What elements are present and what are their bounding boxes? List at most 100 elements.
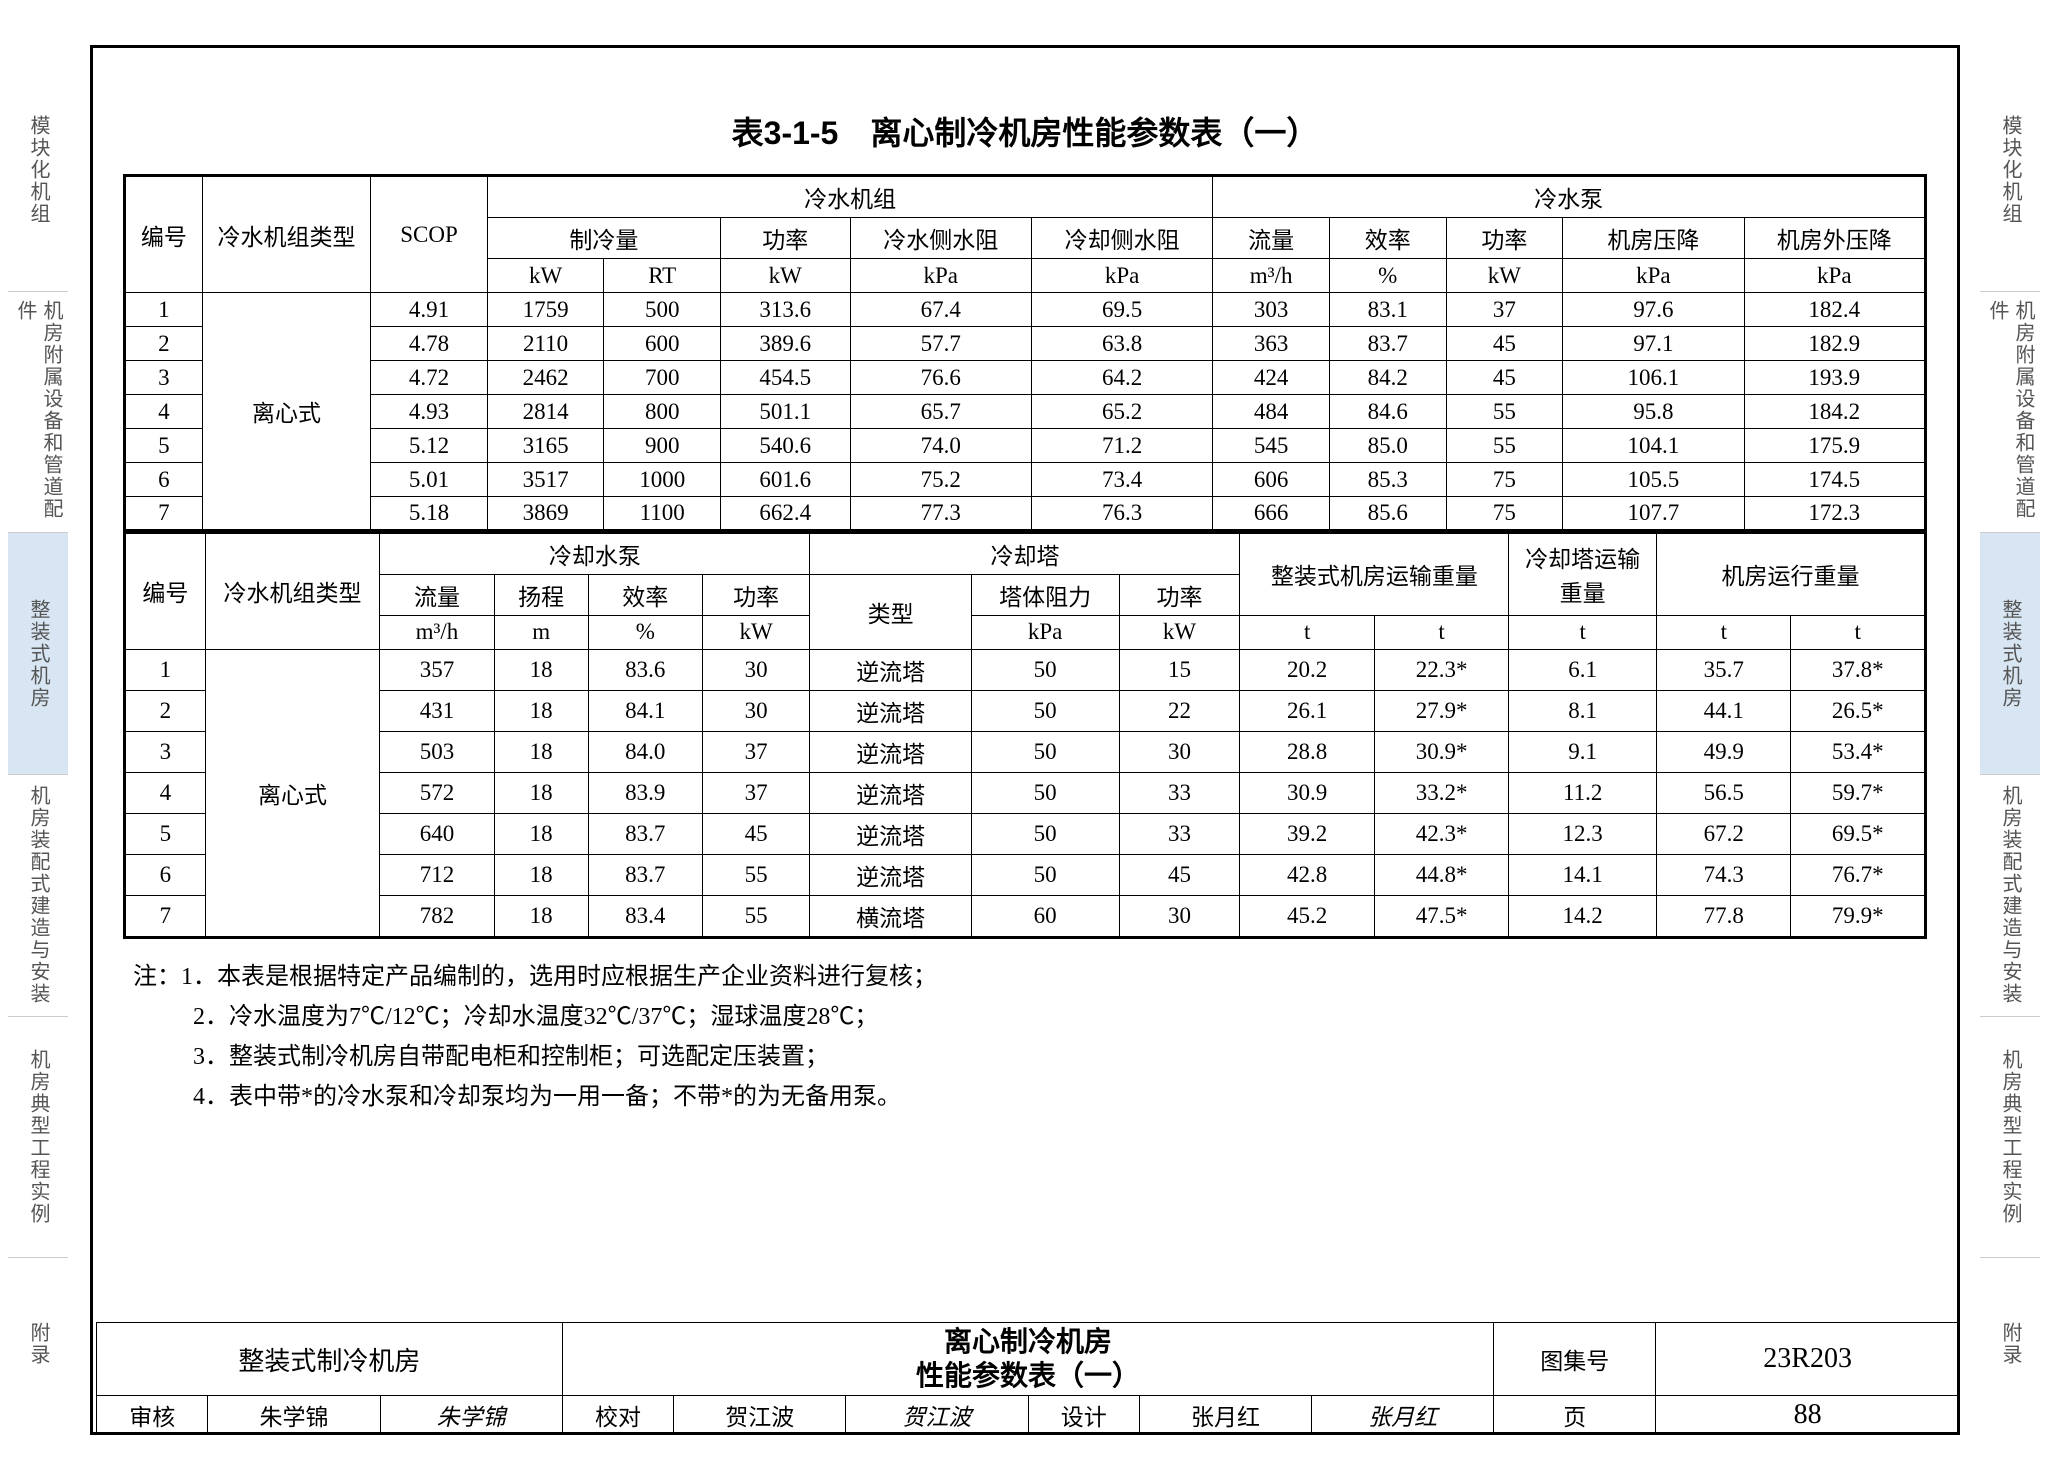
cell: 20.2 [1240,649,1374,690]
cell: 2 [125,327,203,361]
cell: 55 [702,854,810,895]
th-type: 冷水机组类型 [202,176,370,293]
cell: 53.4* [1791,731,1926,772]
u: kW [702,615,810,649]
cell: 18 [494,895,588,937]
cell: 76.6 [850,361,1031,395]
nav-item[interactable]: 机房装配式建造与安装 [1980,775,2040,1017]
cell: 572 [380,772,494,813]
cell: 30 [702,690,810,731]
th-group-trans: 整装式机房运输重量 [1240,532,1509,615]
cell: 50 [971,731,1119,772]
tb-atlas-label: 图集号 [1494,1323,1656,1396]
cell: 800 [604,395,721,429]
cell: 30 [1119,731,1240,772]
cell: 18 [494,690,588,731]
cell: 6 [125,854,206,895]
cell: 4.91 [371,293,488,327]
cell: 184.2 [1744,395,1925,429]
nav-item[interactable]: 模块化机组 [8,50,68,292]
cell: 700 [604,361,721,395]
nav-item[interactable]: 机房附属设备和管道配件 [1980,292,2040,534]
cell: 18 [494,854,588,895]
cell: 65.2 [1031,395,1212,429]
cell: 15 [1119,649,1240,690]
cell: 5.01 [371,463,488,497]
nav-item[interactable]: 整装式机房 [1980,533,2040,775]
nav-item[interactable]: 整装式机房 [8,533,68,775]
cell: 逆流塔 [810,854,971,895]
cell: 18 [494,731,588,772]
cell: 逆流塔 [810,649,971,690]
cell: 105.5 [1563,463,1744,497]
cell: 33.2* [1374,772,1508,813]
cell: 84.6 [1329,395,1446,429]
th-group-chiller: 冷水机组 [487,176,1213,218]
nav-item[interactable]: 附录 [1980,1258,2040,1430]
cell: 182.9 [1744,327,1925,361]
th-head: 扬程 [494,574,588,615]
th-ppower: 功率 [1446,218,1563,259]
u: t [1791,615,1926,649]
cell: 75 [1446,463,1563,497]
cell: 83.6 [588,649,702,690]
cell: 503 [380,731,494,772]
cell: 12.3 [1509,813,1657,854]
tb-center-title-1: 离心制冷机房 [571,1325,1486,1359]
cell: 107.7 [1563,497,1744,531]
th-scop: SCOP [371,176,488,293]
cell: 662.4 [721,497,851,531]
cell: 104.1 [1563,429,1744,463]
nav-item[interactable]: 模块化机组 [1980,50,2040,292]
cell: 782 [380,895,494,937]
cell: 1100 [604,497,721,531]
cell: 37 [702,731,810,772]
cell: 1 [125,293,203,327]
u: kPa [1563,259,1744,293]
nav-item[interactable]: 附录 [8,1258,68,1430]
cell: 75.2 [850,463,1031,497]
cell: 28.8 [1240,731,1374,772]
cell: 484 [1213,395,1330,429]
th-chw-dp: 冷水侧水阻 [850,218,1031,259]
performance-table-2: 编号 冷水机组类型 冷却水泵 冷却塔 整装式机房运输重量 冷却塔运输重量 机房运… [123,531,1927,939]
nav-item[interactable]: 机房典型工程实例 [8,1017,68,1259]
cell: 30 [1119,895,1240,937]
cell: 1 [125,649,206,690]
tb-check-label: 校对 [562,1396,673,1435]
cell: 97.6 [1563,293,1744,327]
cell: 37 [1446,293,1563,327]
cell: 95.8 [1563,395,1744,429]
nav-item[interactable]: 机房典型工程实例 [1980,1017,2040,1259]
cell: 4.78 [371,327,488,361]
tb-design-label: 设计 [1028,1396,1139,1435]
cell: 18 [494,813,588,854]
cell: 71.2 [1031,429,1212,463]
tb-check-name: 贺江波 [674,1396,846,1435]
cell: 175.9 [1744,429,1925,463]
notes-block: 注：1．本表是根据特定产品编制的，选用时应根据生产企业资料进行复核； 2．冷水温… [123,957,1927,1117]
cell: 50 [971,772,1119,813]
cell: 640 [380,813,494,854]
cell: 8.1 [1509,690,1657,731]
th-group-tower-trans: 冷却塔运输重量 [1509,532,1657,615]
cell: 83.7 [1329,327,1446,361]
th-tpower: 功率 [1119,574,1240,615]
nav-item[interactable]: 机房附属设备和管道配件 [8,292,68,534]
side-nav-right: 模块化机组 机房附属设备和管道配件 整装式机房 机房装配式建造与安装 机房典型工… [1980,50,2040,1430]
th-ext-dp: 机房外压降 [1744,218,1925,259]
nav-item[interactable]: 机房装配式建造与安装 [8,775,68,1017]
cell: 2110 [487,327,604,361]
cell: 39.2 [1240,813,1374,854]
cell: 69.5* [1791,813,1926,854]
cell: 6.1 [1509,649,1657,690]
tb-design-name: 张月红 [1139,1396,1311,1435]
th-group-pump: 冷水泵 [1213,176,1926,218]
th-power: 功率 [721,218,851,259]
cell: 106.1 [1563,361,1744,395]
cell: 69.5 [1031,293,1212,327]
cell: 37 [702,772,810,813]
cell: 76.7* [1791,854,1926,895]
cell: 601.6 [721,463,851,497]
cell: 3 [125,361,203,395]
